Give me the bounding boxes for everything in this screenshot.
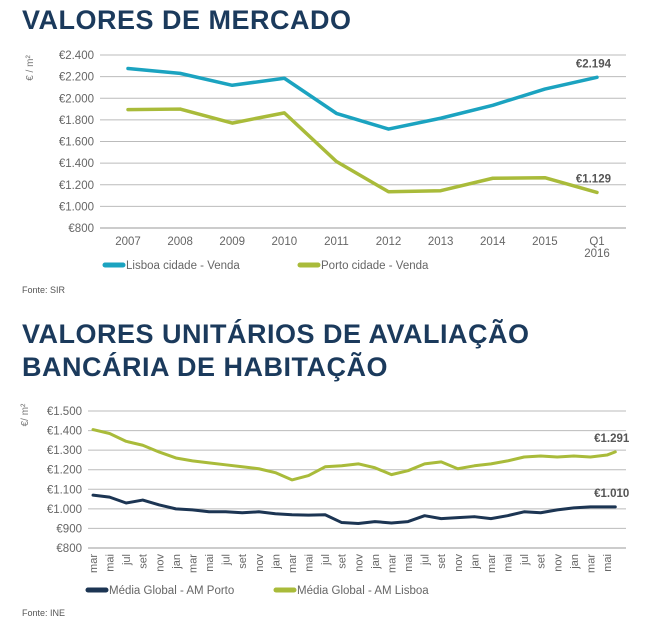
x-tick-label: nov (154, 554, 166, 572)
x-tick-label: jul (519, 554, 531, 566)
y-tick-label: €900 (56, 523, 82, 535)
x-tick-label: set (436, 554, 448, 569)
x-tick-label: 2009 (219, 236, 245, 248)
x-tick-label: jan (569, 554, 581, 570)
x-tick-label: mai (304, 554, 316, 572)
x-tick-label: 2013 (428, 236, 454, 248)
end-value-label: €1.291 (594, 433, 630, 445)
x-tick-label: mar (386, 554, 398, 573)
x-tick-label: 2011 (324, 236, 349, 248)
y-tick-label: €1.400 (47, 426, 82, 438)
x-tick-label: jul (121, 554, 133, 566)
series-line-0 (126, 66, 599, 131)
y-tick-label: €800 (68, 223, 94, 235)
x-tick-label: nov (353, 554, 365, 572)
x-tick-label: Q1 2016 (584, 236, 610, 260)
section1-title: VALORES DE MERCADO (22, 5, 352, 35)
x-tick-label: mai (403, 554, 415, 572)
x-tick-label: mar (187, 554, 199, 573)
x-tick-label: jul (320, 554, 332, 566)
x-tick-label: jan (171, 554, 183, 570)
x-tick-label: jan (469, 554, 481, 570)
x-tick-label: mar (88, 554, 100, 573)
y-tick-label: €800 (56, 543, 82, 555)
section2-source: Fonte: INE (22, 608, 66, 618)
x-tick-label: 2008 (167, 236, 193, 248)
x-tick-label: 2012 (376, 236, 402, 248)
x-tick-label: set (337, 554, 349, 569)
x-tick-label: set (138, 554, 150, 569)
legend-label: Média Global - AM Porto (109, 585, 234, 597)
y-tick-label: €2.000 (59, 93, 94, 105)
section2-title-line1: VALORES UNITÁRIOS DE AVALIAÇÃO (22, 319, 530, 349)
y-axis-label: € / m² (25, 55, 36, 81)
y-tick-label: €2.200 (59, 72, 94, 84)
x-tick-label: jul (420, 554, 432, 566)
x-tick-label: mai (503, 554, 515, 572)
series-line-1 (126, 107, 599, 195)
x-tick-label: 2007 (115, 236, 141, 248)
y-tick-label: €1.000 (59, 201, 94, 213)
legend-label: Porto cidade - Venda (321, 260, 429, 272)
x-tick-label: 2014 (480, 236, 506, 248)
x-tick-label: mar (287, 554, 299, 573)
x-tick-label: mai (602, 554, 614, 572)
y-tick-label: €1.300 (47, 445, 82, 457)
end-value-label: €1.129 (576, 173, 611, 185)
section2-title-line2: BANCÁRIA DE HABITAÇÃO (22, 352, 388, 382)
end-value-label: €2.194 (576, 58, 612, 70)
y-tick-label: €1.200 (59, 180, 94, 192)
x-tick-label: jan (370, 554, 382, 570)
x-tick-label: mar (585, 554, 597, 573)
y-tick-label: €1.600 (59, 137, 94, 149)
y-tick-label: €1.100 (47, 484, 82, 496)
end-value-label: €1.010 (594, 488, 629, 500)
y-tick-label: €2.400 (59, 50, 94, 62)
x-tick-label: jul (221, 554, 233, 566)
y-tick-label: €1.200 (47, 465, 82, 477)
market-values-chart: € / m² €800 €1.000 €1.200 €1.400 €1.600 €1.800… (25, 50, 626, 272)
x-tick-label: nov (453, 554, 465, 572)
x-tick-label: nov (552, 554, 564, 572)
x-tick-label: mai (105, 554, 117, 572)
series-line-1 (91, 428, 617, 482)
x-tick-label: set (536, 554, 548, 569)
y-tick-label: €1.400 (59, 158, 94, 170)
x-tick-label: nov (254, 554, 266, 572)
y-tick-label: €1.000 (47, 504, 82, 516)
section2-title: VALORES UNITÁRIOS DE AVALIAÇÃO BANCÁRIA … (22, 318, 530, 384)
x-tick-label: mar (486, 554, 498, 573)
x-tick-label: mai (204, 554, 216, 572)
x-tick-label: 2015 (532, 236, 558, 248)
y-axis-label: €/ m² (20, 403, 31, 426)
x-tick-label: set (237, 554, 249, 569)
x-tick-label: jan (270, 554, 282, 570)
x-tick-label: 2010 (272, 236, 298, 248)
y-tick-label: €1.800 (59, 115, 94, 127)
section1-source: Fonte: SIR (22, 285, 66, 295)
legend-label: Lisboa cidade - Venda (126, 260, 240, 272)
y-tick-label: €1.500 (47, 406, 82, 418)
legend-label: Média Global - AM Lisboa (297, 585, 429, 597)
